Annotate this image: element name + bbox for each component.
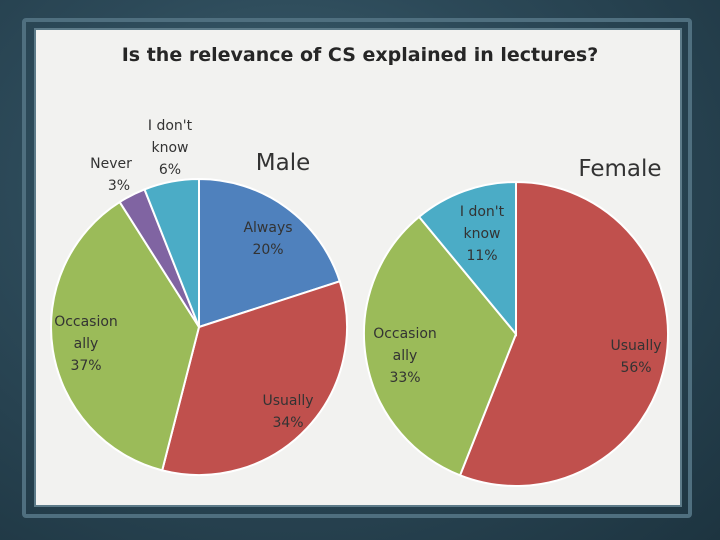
female-slice-occasion-ally [363,215,518,477]
male-label-i-don-t-know: I don't know 6% [148,118,193,178]
male-label-occasion-ally: Occasion ally 37% [54,314,118,374]
female-label-i-don-t-know: I don't know 11% [460,204,505,264]
female-slice-usually [458,180,669,487]
male-value-never: 3% [108,178,130,194]
slide-title: Is the relevance of CS explained in lect… [121,44,599,66]
male-label-usually: Usually 34% [262,393,313,431]
male-chart-title: Male [256,150,310,176]
slide-frame [22,18,692,518]
male-slice-i-don-t-know [143,177,200,328]
male-label-always: Always 20% [243,220,292,258]
female-label-usually: Usually 56% [610,338,661,376]
male-label-never: Never [90,156,132,172]
female-chart-title: Female [578,156,661,182]
male-slice-usually [160,280,348,476]
female-slice-i-don-t-know [417,180,517,337]
female-label-occasion-ally: Occasion ally 33% [373,326,437,386]
male-slice-always [198,177,342,329]
